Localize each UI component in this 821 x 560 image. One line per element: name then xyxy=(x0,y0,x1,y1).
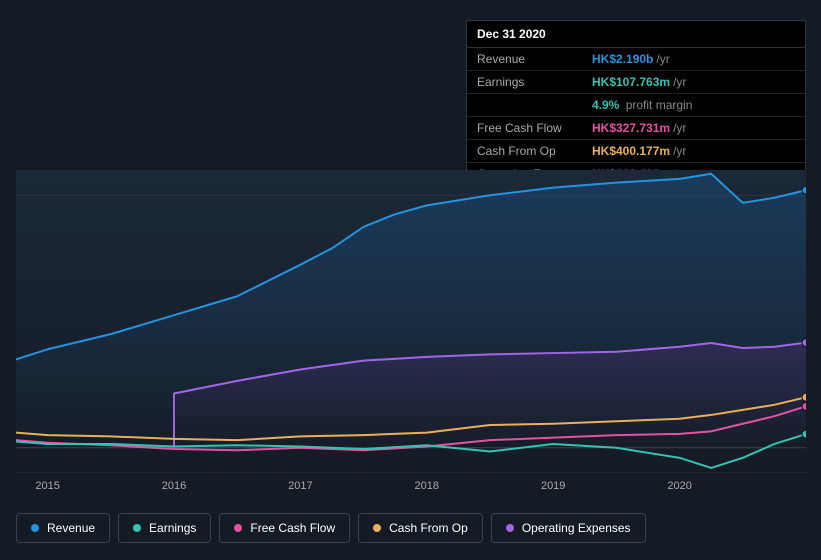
tooltip-profit-margin: 4.9% profit margin xyxy=(592,98,795,112)
legend-label: Operating Expenses xyxy=(522,521,631,535)
tooltip-row: Cash From OpHK$400.177m/yr xyxy=(467,140,805,163)
legend-label: Cash From Op xyxy=(389,521,468,535)
x-axis-label: 2020 xyxy=(667,480,691,492)
chart-legend: Revenue Earnings Free Cash Flow Cash From O… xyxy=(16,513,646,543)
x-axis: 2015 2016 2017 2018 2019 2020 xyxy=(16,480,806,500)
financials-chart[interactable] xyxy=(16,170,806,473)
legend-label: Free Cash Flow xyxy=(250,521,335,535)
tooltip-metric-label: Free Cash Flow xyxy=(477,121,592,135)
x-axis-label: 2017 xyxy=(288,480,312,492)
legend-dot-icon xyxy=(506,524,514,532)
tooltip-row: Free Cash FlowHK$327.731m/yr xyxy=(467,117,805,140)
x-axis-label: 2018 xyxy=(415,480,439,492)
tooltip-row: 4.9% profit margin xyxy=(467,94,805,117)
x-axis-label: 2016 xyxy=(162,480,186,492)
tooltip-metric-value: HK$400.177m/yr xyxy=(592,144,795,158)
chart-tooltip: Dec 31 2020 RevenueHK$2.190b/yrEarningsH… xyxy=(466,20,806,186)
tooltip-metric-label: Cash From Op xyxy=(477,144,592,158)
legend-item[interactable]: Operating Expenses xyxy=(491,513,646,543)
legend-item[interactable]: Cash From Op xyxy=(358,513,483,543)
tooltip-metric-label: Earnings xyxy=(477,75,592,89)
legend-item[interactable]: Revenue xyxy=(16,513,110,543)
legend-dot-icon xyxy=(373,524,381,532)
legend-item[interactable]: Earnings xyxy=(118,513,211,543)
legend-item[interactable]: Free Cash Flow xyxy=(219,513,350,543)
legend-dot-icon xyxy=(234,524,242,532)
x-axis-label: 2015 xyxy=(35,480,59,492)
legend-label: Revenue xyxy=(47,521,95,535)
x-axis-label: 2019 xyxy=(541,480,565,492)
legend-label: Earnings xyxy=(149,521,196,535)
tooltip-metric-value: HK$2.190b/yr xyxy=(592,52,795,66)
tooltip-row: EarningsHK$107.763m/yr xyxy=(467,71,805,94)
legend-dot-icon xyxy=(133,524,141,532)
tooltip-metric-value: HK$107.763m/yr xyxy=(592,75,795,89)
tooltip-date: Dec 31 2020 xyxy=(467,21,805,48)
tooltip-row: RevenueHK$2.190b/yr xyxy=(467,48,805,71)
tooltip-metric-value: HK$327.731m/yr xyxy=(592,121,795,135)
legend-dot-icon xyxy=(31,524,39,532)
tooltip-metric-label: Revenue xyxy=(477,52,592,66)
